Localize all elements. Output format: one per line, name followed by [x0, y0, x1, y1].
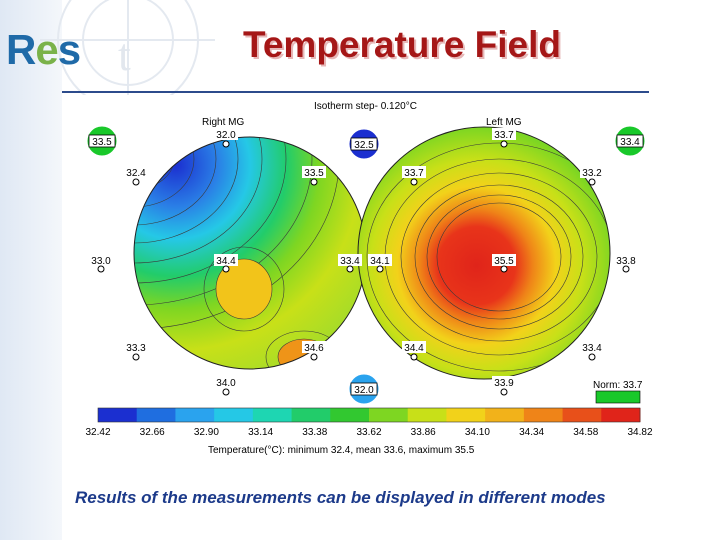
right-mg-field	[133, 136, 367, 370]
scale-swatch	[330, 408, 370, 422]
scale-tick-label: 32.90	[194, 427, 219, 438]
point-label: 33.4	[580, 341, 604, 361]
svg-text:33.7: 33.7	[494, 130, 514, 141]
svg-text:34.4: 34.4	[216, 256, 236, 267]
scale-tick-label: 33.38	[302, 427, 327, 438]
left-decor-band	[0, 0, 62, 540]
svg-text:32.5: 32.5	[354, 140, 374, 151]
svg-text:33.2: 33.2	[582, 168, 602, 179]
corner-tag: 32.5	[348, 128, 380, 160]
svg-text:33.8: 33.8	[616, 256, 636, 267]
bottom-tag: 32.0	[348, 373, 380, 405]
scale-swatch	[523, 408, 564, 422]
color-scale-ticks: 32.42 32.66 32.90 33.14 33.38 33.62 33.86 34.10…	[85, 427, 652, 438]
scale-swatch	[252, 408, 293, 422]
scale-tick-label: 32.66	[140, 427, 165, 438]
point-label: 33.4	[338, 254, 362, 273]
scale-swatch	[369, 408, 409, 422]
svg-text:33.4: 33.4	[340, 256, 360, 267]
left-mg-label: Left MG	[486, 117, 522, 128]
thermogram-panel: Isotherm step- 0.120°C Right MG Left MG	[74, 99, 656, 457]
point-label: 33.9	[492, 376, 516, 396]
title-divider	[62, 91, 649, 93]
corner-tag: 33.4	[614, 125, 646, 157]
isotherm-step-label: Isotherm step- 0.120°C	[314, 101, 417, 112]
point-label: 34.4	[214, 254, 238, 273]
point-label: 34.1	[368, 254, 392, 273]
corner-tag: 33.5	[86, 125, 118, 157]
background-compass-decoration: t	[40, 0, 215, 95]
scale-swatch	[291, 408, 331, 422]
scale-swatch	[175, 408, 215, 422]
scale-tick-label: 33.14	[248, 427, 273, 438]
point-label: 32.4	[124, 166, 148, 186]
point-label: 34.4	[402, 341, 426, 361]
scale-swatch	[407, 408, 447, 422]
svg-text:33.0: 33.0	[91, 256, 111, 267]
point-label: 32.0	[214, 128, 238, 148]
scale-swatch	[601, 408, 641, 422]
scale-outline	[97, 407, 641, 423]
scale-swatch	[485, 408, 525, 422]
svg-text:33.5: 33.5	[304, 168, 324, 179]
point-label: 34.6	[302, 341, 326, 361]
thermogram-figure: Isotherm step- 0.120°C Right MG Left MG	[85, 101, 652, 456]
svg-text:33.4: 33.4	[582, 343, 602, 354]
point-label: 33.0	[89, 254, 113, 273]
scale-tick-label: 33.62	[356, 427, 381, 438]
svg-text:33.4: 33.4	[620, 137, 640, 148]
point-label: 35.5	[492, 254, 516, 273]
scale-tick-label: 34.82	[627, 427, 652, 438]
scale-tick-label: 32.42	[85, 427, 110, 438]
right-mg-label: Right MG	[202, 117, 244, 128]
svg-text:33.3: 33.3	[126, 343, 146, 354]
point-label: 33.7	[402, 166, 426, 186]
svg-text:34.1: 34.1	[370, 256, 390, 267]
svg-text:34.4: 34.4	[404, 343, 424, 354]
point-label: 33.7	[492, 128, 516, 148]
svg-text:32.0: 32.0	[354, 385, 374, 396]
left-mg-field	[357, 126, 611, 380]
scale-swatch	[562, 408, 602, 422]
scale-swatch	[136, 408, 176, 422]
svg-text:33.7: 33.7	[404, 168, 424, 179]
svg-text:t: t	[118, 29, 131, 80]
temperature-summary: Temperature(°C): minimum 32.4, mean 33.6…	[208, 445, 475, 456]
svg-text:32.4: 32.4	[126, 168, 146, 179]
scale-tick-label: 34.10	[465, 427, 490, 438]
point-label: 33.8	[614, 254, 638, 273]
norm-label: Norm: 33.7	[593, 380, 643, 391]
scale-tick-label: 33.86	[411, 427, 436, 438]
page-title: Temperature Field	[243, 24, 562, 65]
scale-tick-label: 34.34	[519, 427, 544, 438]
scale-swatch	[214, 408, 254, 422]
point-label: 33.3	[124, 341, 148, 361]
point-label: 33.5	[302, 166, 326, 186]
svg-text:34.6: 34.6	[304, 343, 324, 354]
scale-swatch	[98, 408, 138, 422]
svg-text:32.0: 32.0	[216, 130, 236, 141]
caption: Results of the measurements can be displ…	[75, 488, 606, 507]
scale-swatch	[446, 408, 486, 422]
svg-text:34.0: 34.0	[216, 378, 236, 389]
color-scale	[97, 407, 641, 423]
scale-tick-label: 34.58	[573, 427, 598, 438]
svg-text:35.5: 35.5	[494, 256, 514, 267]
res-logo: Res	[6, 26, 81, 73]
point-label: 34.0	[214, 376, 238, 396]
norm-swatch	[595, 390, 641, 404]
point-label: 33.2	[580, 166, 604, 186]
svg-text:33.9: 33.9	[494, 378, 514, 389]
svg-text:33.5: 33.5	[92, 137, 112, 148]
